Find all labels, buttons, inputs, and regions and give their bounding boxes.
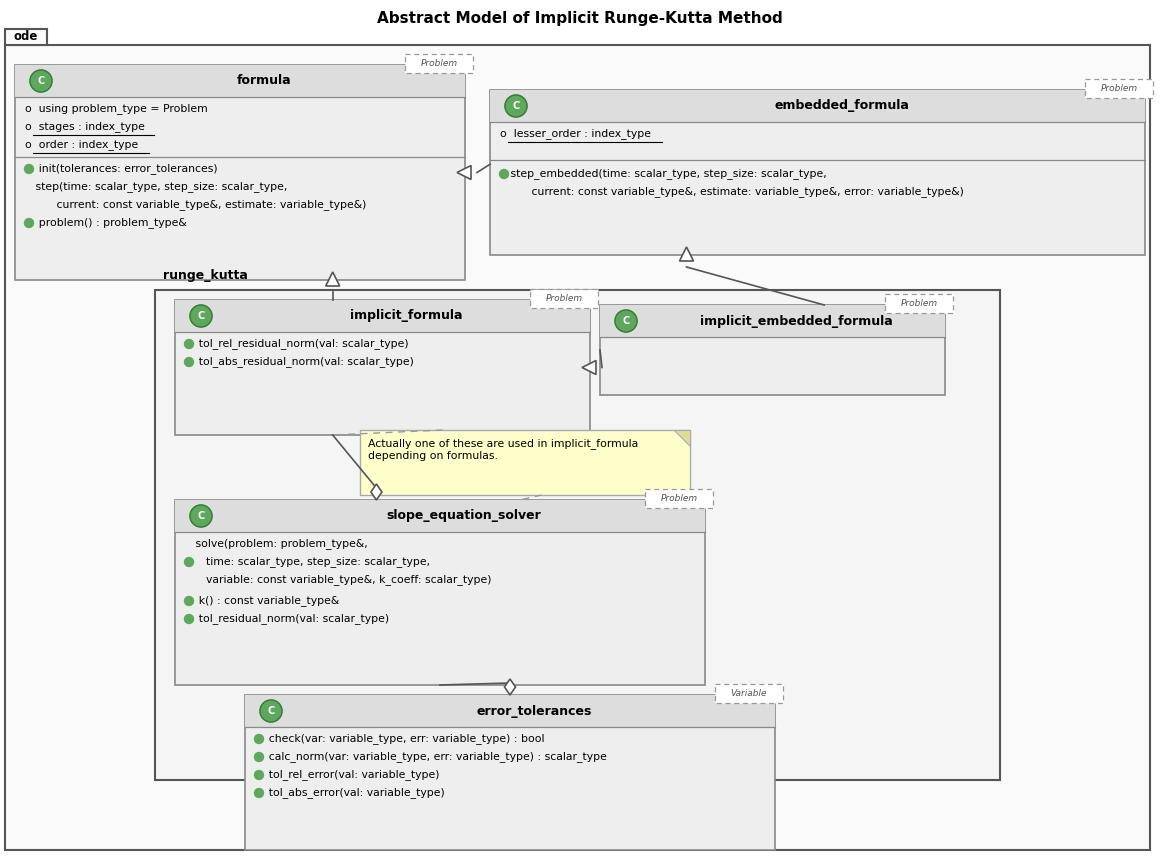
- Text: error_tolerances: error_tolerances: [477, 704, 592, 717]
- Text: runge_kutta: runge_kutta: [164, 269, 248, 282]
- Bar: [175, 500, 705, 685]
- Text: solve(problem: problem_type&,: solve(problem: problem_type&,: [184, 538, 368, 549]
- Text: o  calc_norm(var: variable_type, err: variable_type) : scalar_type: o calc_norm(var: variable_type, err: var…: [255, 751, 607, 762]
- Text: C: C: [197, 311, 204, 321]
- Bar: [530, 289, 599, 308]
- Bar: [15, 65, 465, 97]
- Bar: [645, 489, 713, 508]
- Text: o  order : index_type: o order : index_type: [26, 139, 138, 150]
- Text: o  stages : index_type: o stages : index_type: [26, 121, 145, 131]
- Circle shape: [190, 505, 212, 527]
- Text: o  lesser_order : index_type: o lesser_order : index_type: [500, 128, 651, 139]
- Text: o  tol_rel_error(val: variable_type): o tol_rel_error(val: variable_type): [255, 769, 440, 780]
- Bar: [490, 90, 1145, 255]
- Circle shape: [254, 734, 263, 744]
- Bar: [175, 500, 705, 532]
- Polygon shape: [505, 679, 515, 695]
- Polygon shape: [582, 361, 596, 375]
- Polygon shape: [674, 430, 690, 446]
- Bar: [885, 294, 954, 313]
- Text: o  tol_abs_residual_norm(val: scalar_type): o tol_abs_residual_norm(val: scalar_type…: [184, 356, 414, 367]
- Polygon shape: [326, 272, 340, 286]
- Text: o  init(tolerances: error_tolerances): o init(tolerances: error_tolerances): [26, 163, 218, 174]
- Bar: [15, 65, 465, 280]
- Polygon shape: [371, 484, 382, 500]
- Text: o  k() : const variable_type&: o k() : const variable_type&: [184, 595, 339, 606]
- Bar: [175, 300, 590, 435]
- Text: o  problem() : problem_type&: o problem() : problem_type&: [26, 217, 187, 227]
- Circle shape: [260, 700, 282, 722]
- Bar: [600, 305, 945, 395]
- Circle shape: [254, 771, 263, 779]
- Text: implicit_formula: implicit_formula: [350, 310, 463, 323]
- Text: C: C: [513, 101, 520, 111]
- Circle shape: [500, 170, 508, 178]
- Text: variable: const variable_type&, k_coeff: scalar_type): variable: const variable_type&, k_coeff:…: [184, 574, 492, 585]
- Text: Problem: Problem: [545, 294, 582, 303]
- Circle shape: [184, 614, 194, 624]
- Text: embedded_formula: embedded_formula: [774, 99, 909, 112]
- Circle shape: [184, 339, 194, 349]
- Polygon shape: [680, 247, 694, 261]
- Text: o  using problem_type = Problem: o using problem_type = Problem: [26, 103, 208, 114]
- Bar: [715, 684, 783, 703]
- Bar: [360, 430, 690, 495]
- Text: C: C: [267, 706, 275, 716]
- Text: Problem: Problem: [660, 494, 697, 503]
- Circle shape: [24, 164, 34, 174]
- Circle shape: [254, 789, 263, 798]
- Text: o  tol_abs_error(val: variable_type): o tol_abs_error(val: variable_type): [255, 787, 444, 798]
- Text: step_embedded(time: scalar_type, step_size: scalar_type,: step_embedded(time: scalar_type, step_si…: [500, 168, 827, 179]
- Text: Problem: Problem: [420, 59, 457, 68]
- Bar: [405, 54, 473, 73]
- Bar: [155, 290, 1000, 780]
- Text: Problem: Problem: [1101, 84, 1138, 93]
- Polygon shape: [457, 165, 471, 180]
- Bar: [600, 305, 945, 337]
- Text: Variable: Variable: [731, 689, 767, 698]
- Text: o  check(var: variable_type, err: variable_type) : bool: o check(var: variable_type, err: variabl…: [255, 733, 544, 744]
- Text: Abstract Model of Implicit Runge-Kutta Method: Abstract Model of Implicit Runge-Kutta M…: [377, 10, 783, 25]
- Text: step(time: scalar_type, step_size: scalar_type,: step(time: scalar_type, step_size: scala…: [26, 181, 288, 192]
- Circle shape: [184, 558, 194, 567]
- Circle shape: [24, 219, 34, 227]
- Text: C: C: [623, 316, 630, 326]
- Text: formula: formula: [237, 74, 291, 87]
- Bar: [245, 695, 775, 850]
- Text: o  tol_rel_residual_norm(val: scalar_type): o tol_rel_residual_norm(val: scalar_type…: [184, 338, 408, 349]
- Bar: [175, 300, 590, 332]
- Circle shape: [184, 597, 194, 605]
- Text: C: C: [197, 511, 204, 521]
- Bar: [490, 90, 1145, 122]
- Circle shape: [615, 310, 637, 332]
- Text: current: const variable_type&, estimate: variable_type&): current: const variable_type&, estimate:…: [26, 199, 367, 210]
- Bar: [1085, 79, 1153, 98]
- Bar: [245, 695, 775, 727]
- Bar: [5, 29, 48, 45]
- Text: ode: ode: [14, 30, 38, 43]
- Circle shape: [505, 95, 527, 117]
- Text: Problem: Problem: [900, 299, 937, 308]
- Text: C: C: [37, 76, 44, 86]
- Text: implicit_embedded_formula: implicit_embedded_formula: [701, 315, 893, 328]
- Text: slope_equation_solver: slope_equation_solver: [386, 509, 542, 522]
- Circle shape: [30, 70, 52, 92]
- Text: time: scalar_type, step_size: scalar_type,: time: scalar_type, step_size: scalar_typ…: [184, 556, 430, 567]
- Circle shape: [184, 357, 194, 367]
- Text: Actually one of these are used in implicit_formula
depending on formulas.: Actually one of these are used in implic…: [368, 438, 638, 460]
- Circle shape: [254, 753, 263, 761]
- Circle shape: [190, 305, 212, 327]
- Text: current: const variable_type&, estimate: variable_type&, error: variable_type&): current: const variable_type&, estimate:…: [500, 186, 964, 197]
- Text: o  tol_residual_norm(val: scalar_type): o tol_residual_norm(val: scalar_type): [184, 613, 389, 624]
